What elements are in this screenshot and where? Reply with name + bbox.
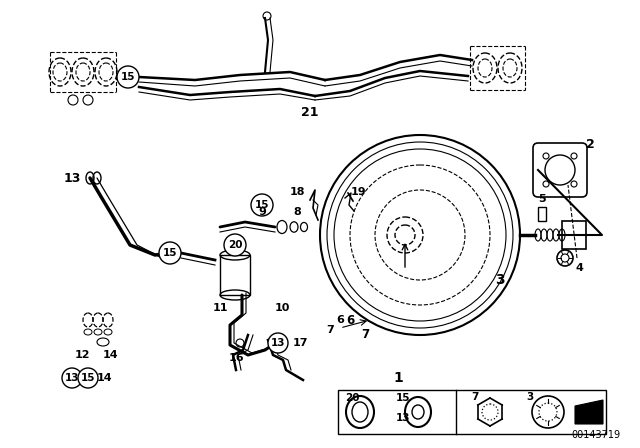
Text: 19: 19 [350,187,366,197]
Circle shape [62,368,82,388]
Text: 13: 13 [63,172,81,185]
Text: 7: 7 [471,392,478,402]
Polygon shape [575,400,603,424]
Circle shape [159,242,181,264]
Text: 14: 14 [102,350,118,360]
Text: 8: 8 [293,207,301,217]
Text: 20: 20 [228,240,243,250]
Text: 1: 1 [393,371,403,385]
Text: 15: 15 [255,200,269,210]
Bar [338,390,606,434]
Text: 11: 11 [212,303,228,313]
Bar [562,221,586,249]
Text: 5: 5 [538,194,546,204]
Circle shape [224,234,246,256]
Text: 6: 6 [346,314,354,327]
Text: 13: 13 [65,373,79,383]
Text: 6: 6 [336,315,344,325]
Text: 9: 9 [258,207,266,217]
Text: 3: 3 [526,392,533,402]
Text: 10: 10 [275,303,291,313]
Text: 17: 17 [292,338,308,348]
Text: 7: 7 [326,325,334,335]
Text: 15: 15 [121,72,135,82]
Text: 3: 3 [495,273,505,287]
Circle shape [78,368,98,388]
Text: 15: 15 [163,248,177,258]
Text: 00143719: 00143719 [571,430,620,440]
Text: 13: 13 [396,413,410,423]
Text: 20: 20 [345,393,360,403]
Text: 21: 21 [301,105,319,119]
Text: 14: 14 [97,373,113,383]
Text: 15: 15 [81,373,95,383]
Bar [538,207,546,221]
Text: 2: 2 [586,138,595,151]
Text: 7: 7 [361,328,369,341]
Text: 16: 16 [229,353,245,363]
Text: 13: 13 [271,338,285,348]
Bar [220,255,250,295]
Text: 4: 4 [575,263,583,273]
Text: 15: 15 [396,393,410,403]
Circle shape [117,66,139,88]
Circle shape [268,333,288,353]
Text: 12: 12 [74,350,90,360]
Circle shape [251,194,273,216]
Text: 18: 18 [289,187,305,197]
